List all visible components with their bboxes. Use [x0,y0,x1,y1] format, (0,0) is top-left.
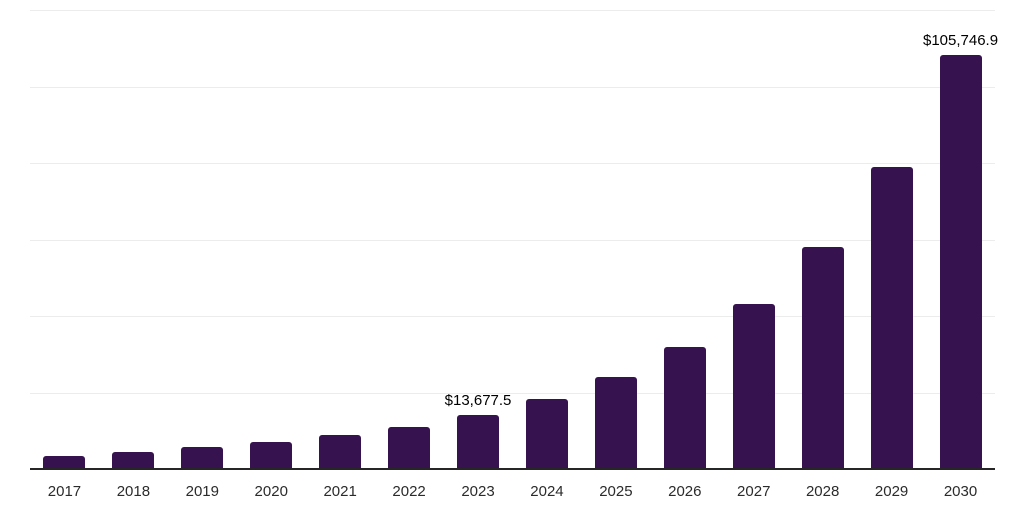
bar-2025 [594,377,637,468]
x-tick-label-2019: 2019 [185,483,219,500]
x-tick-label-2020: 2020 [254,483,288,500]
x-tick-label-2022: 2022 [392,483,426,500]
value-label-2030: $105,746.9 [922,32,999,49]
x-tick-label-2027: 2027 [737,483,771,500]
bar-2017 [43,456,86,468]
x-tick-label-2026: 2026 [668,483,702,500]
bar-2019 [181,447,224,468]
x-axis-line [30,468,995,470]
x-tick-label-2024: 2024 [530,483,564,500]
bar-2020 [250,442,293,468]
bar-2018 [112,452,155,468]
gridline [30,163,995,165]
bar-2022 [388,427,431,468]
gridline [30,316,995,318]
gridline [30,86,995,88]
x-tick-label-2025: 2025 [599,483,633,500]
x-tick-label-2029: 2029 [874,483,909,500]
bar-2023 [457,415,500,468]
bar-2029 [870,167,913,468]
x-tick-label-2028: 2028 [805,483,840,500]
x-tick-label-2017: 2017 [47,483,82,500]
gridline [30,239,995,241]
x-tick-label-2018: 2018 [116,483,151,500]
bar-2027 [732,304,775,468]
x-tick-label-2021: 2021 [323,483,357,500]
bar-2024 [525,399,568,468]
x-tick-label-2023: 2023 [461,483,495,500]
x-tick-label-2030: 2030 [943,483,978,500]
bar-2030 [939,55,982,468]
gridline [30,392,995,394]
bar-2021 [319,435,362,468]
value-label-2023: $13,677.5 [444,392,512,409]
bar-2026 [663,347,706,468]
bar-2028 [801,247,844,468]
gridline [30,10,995,11]
